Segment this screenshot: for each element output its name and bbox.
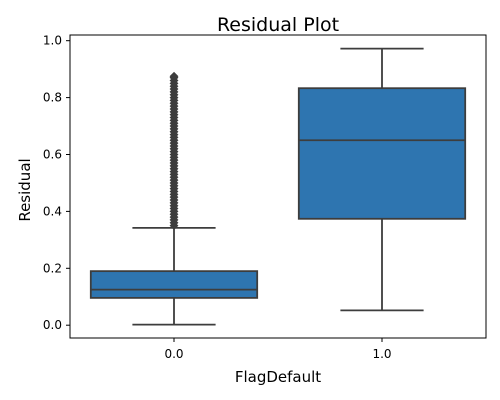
box-group-1-0 bbox=[297, 47, 467, 312]
y-axis-label: Residual bbox=[16, 158, 34, 221]
y-axis: 0.0 0.2 0.4 0.6 0.8 1.0 bbox=[43, 34, 70, 332]
y-tick-label: 0.0 bbox=[43, 318, 62, 332]
y-tick-label: 1.0 bbox=[43, 34, 62, 48]
y-tick-label: 0.2 bbox=[43, 261, 62, 275]
outlier-point bbox=[169, 71, 179, 81]
y-tick-label: 0.4 bbox=[43, 204, 62, 218]
axes-frame bbox=[69, 34, 487, 339]
x-tick-label: 0.0 bbox=[164, 347, 183, 361]
y-tick-label: 0.6 bbox=[43, 147, 62, 161]
x-tick-label: 1.0 bbox=[372, 347, 391, 361]
x-axis-label: FlagDefault bbox=[235, 368, 321, 386]
chart-title: Residual Plot bbox=[217, 14, 339, 36]
x-axis: 0.0 1.0 bbox=[164, 338, 392, 361]
iqr-box bbox=[297, 87, 467, 220]
box-group-0-0 bbox=[89, 71, 259, 326]
y-tick-label: 0.8 bbox=[43, 91, 62, 105]
plot-area bbox=[89, 47, 467, 326]
iqr-box bbox=[89, 270, 259, 299]
